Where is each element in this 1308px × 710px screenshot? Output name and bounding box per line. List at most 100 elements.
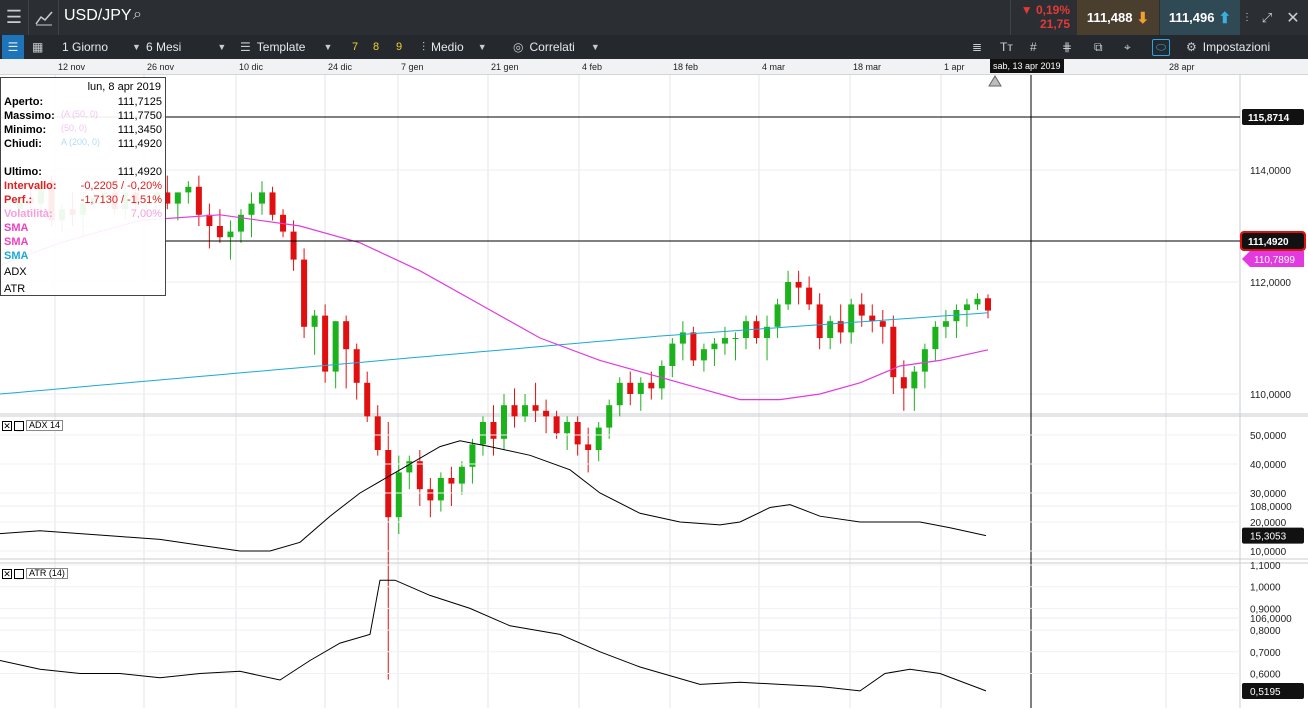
candle-body [942, 321, 949, 327]
crosshair-price-label-bg [1242, 109, 1304, 125]
search-icon[interactable]: ⌕ [133, 6, 142, 23]
last-price-outline [1240, 231, 1306, 251]
draw-lines-icon[interactable]: ≣ [972, 40, 983, 54]
candle-body [195, 186, 202, 215]
candle-body [595, 427, 602, 450]
more-icon[interactable]: ⋮ [1242, 12, 1252, 23]
vol-value: 7,00% [130, 208, 162, 220]
date-tick: 1 apr [944, 62, 965, 72]
template-dropdown[interactable]: ☰ Template ▼ [240, 40, 333, 54]
related-icon: ◎ [513, 40, 524, 54]
adx-value: 15,3053 [1250, 532, 1287, 543]
range-value: -0,2205 / -0,20% [80, 180, 162, 192]
candle-style-icon: ⫶ [422, 39, 426, 54]
grid-icon[interactable]: # [1030, 40, 1037, 54]
date-tick: 4 feb [582, 62, 603, 72]
period-dropdown[interactable]: 6 Mesi ▼ [146, 40, 227, 54]
date-tick: 28 apr [1169, 62, 1195, 72]
chart-type-icon[interactable] [30, 0, 58, 35]
sma-legend[interactable]: SMA [4, 222, 29, 234]
candle-body [469, 444, 476, 467]
range-label: Intervallo: [4, 180, 57, 192]
text-tool-icon[interactable]: Tт [1000, 40, 1013, 54]
adx-line [0, 440, 987, 552]
candle-body [711, 343, 718, 350]
change-pts: 21,75 [1039, 17, 1070, 31]
atr-pane-header: ✕ _ ATR (14) [2, 568, 68, 579]
style-dropdown[interactable]: ⫶ Medio ▼ [422, 39, 487, 55]
candle-body [900, 377, 907, 389]
last-value: 111,4920 [117, 166, 162, 178]
preset-8-button[interactable]: 8 [373, 41, 380, 53]
date-tick: 4 mar [762, 62, 786, 72]
adx-label: ADX 14 [26, 420, 64, 431]
adx-value-bg [1242, 527, 1304, 544]
info-date: lun, 8 apr 2019 [87, 81, 161, 93]
candle-body [564, 422, 571, 434]
candle-body [385, 450, 392, 518]
date-tick: 7 gen [401, 62, 424, 72]
tag-icon[interactable]: ⬭ [1152, 35, 1171, 59]
candle-body [732, 338, 739, 339]
price-tick: 112,0000 [1250, 278, 1291, 289]
candle-body [616, 382, 623, 406]
style-label: Medio [431, 40, 464, 54]
list-icon[interactable]: ☰ [2, 35, 24, 59]
grid-layout-icon[interactable]: ▦ [32, 40, 44, 54]
adx-legend[interactable]: ADX [4, 266, 27, 278]
candle-body [785, 282, 792, 305]
candle-body [237, 214, 244, 232]
date-tick: 10 dic [239, 62, 264, 72]
settings-button[interactable]: ⚙ Impostazioni [1186, 35, 1270, 59]
close-pane-icon[interactable]: ✕ [2, 420, 12, 431]
crosshair-icon[interactable]: ⌖ [1124, 39, 1131, 54]
candle-body [406, 461, 413, 473]
ghost-sma-label: A (200, 0) [61, 137, 101, 147]
menu-icon[interactable]: ☰ [5, 7, 23, 27]
minimize-pane-icon[interactable]: _ [14, 568, 24, 579]
candle-body [690, 332, 697, 361]
gear-icon: ⚙ [1186, 40, 1197, 54]
candle-body [669, 343, 676, 366]
price-tick: 108,0000 [1250, 502, 1292, 513]
axis-corner [1240, 59, 1308, 75]
high-value: 111,7750 [117, 110, 162, 122]
candle-body [343, 321, 350, 350]
preset-7-button[interactable]: 7 [352, 41, 359, 53]
minimize-pane-icon[interactable]: _ [14, 420, 24, 431]
ask-price: 111,496 [1168, 10, 1215, 25]
adx-tick: 40,0000 [1250, 460, 1287, 471]
low-value: 111,3450 [117, 124, 162, 136]
crosshair-grid-icon[interactable]: ⋕ [1062, 40, 1073, 54]
candle-body [259, 192, 265, 204]
preset-9-button[interactable]: 9 [396, 41, 403, 53]
symbol-label[interactable]: USD/JPY [64, 7, 132, 24]
close-icon[interactable]: ✕ [1286, 9, 1300, 27]
candle-body [827, 321, 834, 338]
candle-body [532, 405, 539, 411]
atr-tick: 0,8000 [1250, 626, 1281, 637]
interval-dropdown[interactable]: 1 Giorno ▼ [62, 40, 141, 54]
price-tick: 106,0000 [1250, 614, 1292, 625]
buy-price-button[interactable]: 111,496 ⬆ [1160, 0, 1240, 35]
template-icon: ☰ [240, 40, 251, 54]
candle-body [427, 489, 434, 501]
candle-body [206, 214, 213, 226]
expand-icon[interactable]: ⤢ [1261, 9, 1273, 25]
sma-legend[interactable]: SMA [4, 250, 29, 262]
candle-body [848, 304, 855, 333]
sma-legend[interactable]: SMA [4, 236, 29, 248]
related-dropdown[interactable]: ◎ Correlati ▼ [513, 40, 600, 54]
candle-body [269, 192, 276, 215]
atr-legend[interactable]: ATR [4, 283, 26, 295]
candle-body [301, 259, 308, 327]
arrow-down-icon: ⬇ [1136, 9, 1150, 27]
candle-body [437, 478, 444, 501]
layers-icon[interactable]: ⧉ [1094, 39, 1103, 54]
sell-price-button[interactable]: 111,488 ⬇ [1077, 0, 1159, 35]
close-pane-icon[interactable]: ✕ [2, 568, 12, 579]
candle-body [374, 416, 381, 450]
adx-tick: 10,0000 [1250, 547, 1287, 558]
